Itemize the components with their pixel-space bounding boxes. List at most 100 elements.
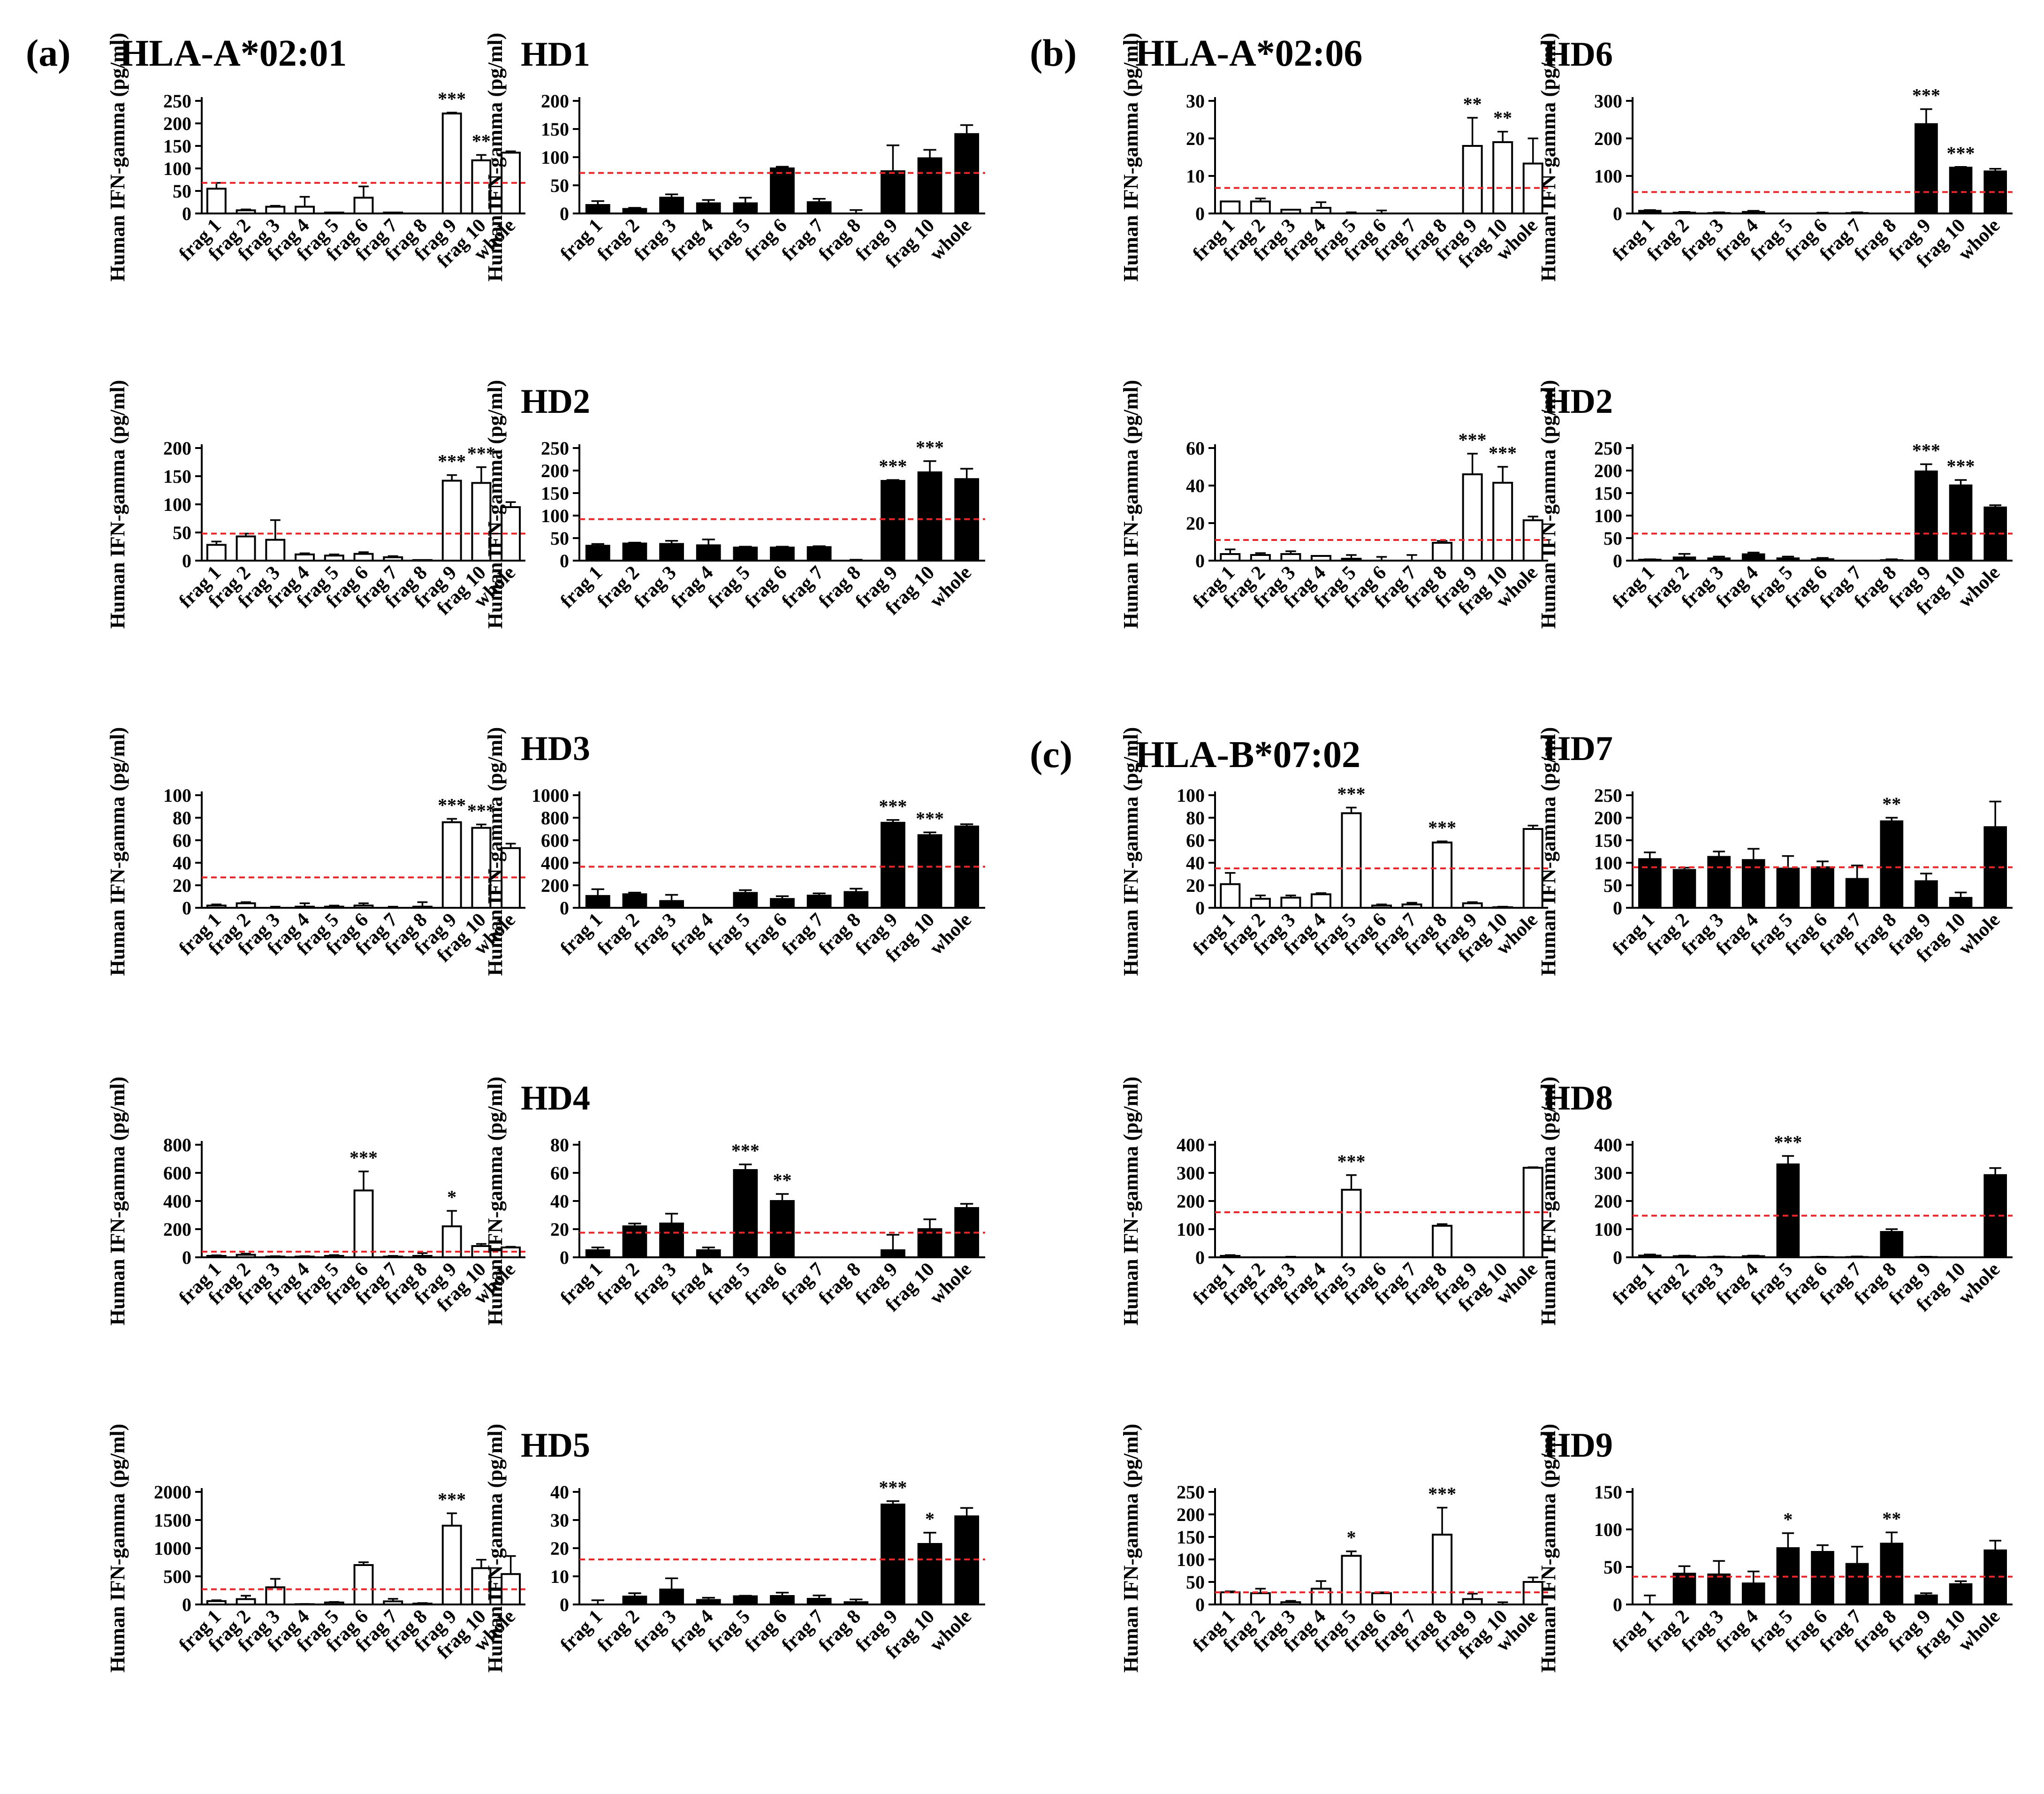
bar [1432,1224,1453,1259]
bar [1776,557,1800,562]
y-tick-label: 400 [541,852,569,874]
significance-label: *** [350,1147,378,1168]
significance-label: *** [1912,85,1940,106]
bar [383,1600,403,1605]
bar [881,170,905,214]
significance-label: *** [1428,1483,1456,1505]
y-tick-label: 50 [1603,875,1622,896]
y-tick-label: 100 [541,147,569,168]
donor-title-hd2-a: HD2 [521,382,590,421]
y-tick-label: 20 [1186,875,1205,896]
bar [1280,209,1301,214]
bar [1741,211,1765,214]
y-tick-label: 30 [1186,91,1205,112]
y-tick-label: 400 [1177,1134,1205,1155]
y-tick-label: 250 [1594,785,1622,806]
y-tick-label: 0 [1613,1594,1622,1615]
bar [236,1254,256,1259]
bar [1462,145,1483,214]
y-tick-label: 100 [1594,1219,1622,1240]
bar [1845,1563,1869,1606]
bar [441,479,462,562]
bar [770,547,795,562]
y-tick-label: 300 [1594,1163,1622,1184]
y-tick-label: 0 [1195,203,1205,224]
significance-label: *** [1947,456,1975,477]
y-tick-label: 150 [1177,1527,1205,1548]
bar [1776,867,1800,909]
y-tick-label: 200 [1177,1191,1205,1212]
group-title-a: HLA-A*02:01 [120,33,347,74]
donor-title-hd5: HD5 [521,1426,590,1465]
significance-label: *** [438,451,466,472]
y-tick-label: 500 [163,1566,191,1587]
significance-label: *** [879,796,907,817]
y-tick-label: 200 [1594,460,1622,481]
significance-label: *** [1489,442,1517,464]
bar [1462,902,1483,909]
donor-title-hd3: HD3 [521,730,590,768]
y-tick-label: 0 [560,203,569,224]
bar [917,834,942,909]
significance-label: *** [1428,817,1456,838]
y-tick-label: 0 [182,1594,191,1615]
y-tick-label: 0 [1613,550,1622,571]
bar [236,209,256,214]
bar [383,556,403,562]
y-tick-label: 200 [1594,807,1622,829]
y-tick-label: 0 [182,1247,191,1268]
bar [622,1596,647,1605]
bar [1220,1255,1241,1258]
y-axis-label: Human IFN-gamma (pg/ml) [1119,380,1142,629]
y-tick-label: 50 [550,528,569,549]
y-tick-label: 200 [163,1219,191,1240]
y-tick-label: 40 [1186,475,1205,496]
y-tick-label: 0 [560,1594,569,1615]
significance-label: *** [879,456,907,477]
y-axis-label: Human IFN-gamma (pg/ml) [1537,33,1560,281]
bar [1341,1189,1362,1258]
bar [954,1515,980,1605]
donor-title-hd9: HD9 [1543,1426,1613,1465]
bar [265,205,286,215]
y-tick-label: 60 [1186,830,1205,851]
y-tick-label: 1000 [532,785,569,806]
bar [206,1600,227,1606]
bar [1220,553,1241,562]
group-title-b: HLA-A*02:06 [1135,33,1362,74]
bar [733,1169,758,1258]
y-tick-label: 150 [1594,483,1622,504]
bar [696,1249,721,1258]
bar [1250,200,1271,214]
bar [1776,1163,1800,1258]
bar [353,1189,374,1258]
y-tick-label: 40 [173,852,191,874]
y-tick-label: 20 [550,1538,569,1559]
donor-title-hd4: HD4 [521,1079,590,1117]
bar [1462,473,1483,562]
bar [1638,1254,1662,1258]
y-tick-label: 10 [550,1566,569,1587]
bar [324,1601,344,1606]
bar [1949,484,1973,562]
bar [353,1564,374,1605]
bar [265,539,286,562]
bar [1250,554,1271,562]
bar [1492,482,1513,562]
y-tick-label: 150 [541,483,569,504]
bar [441,821,462,909]
y-tick-label: 100 [1594,166,1622,187]
significance-label: *** [1337,1151,1365,1172]
y-tick-label: 50 [173,181,191,202]
bar [659,197,684,214]
group-title-c: HLA-B*07:02 [1135,734,1360,775]
y-tick-label: 250 [1594,438,1622,459]
y-tick-label: 200 [1594,1191,1622,1212]
y-axis-label: Human IFN-gamma (pg/ml) [1119,1424,1142,1672]
donor-title-hd8: HD8 [1543,1079,1613,1117]
y-tick-label: 80 [1186,807,1205,829]
y-tick-label: 100 [1177,1549,1205,1570]
y-axis-label: Human IFN-gamma (pg/ml) [106,33,129,281]
